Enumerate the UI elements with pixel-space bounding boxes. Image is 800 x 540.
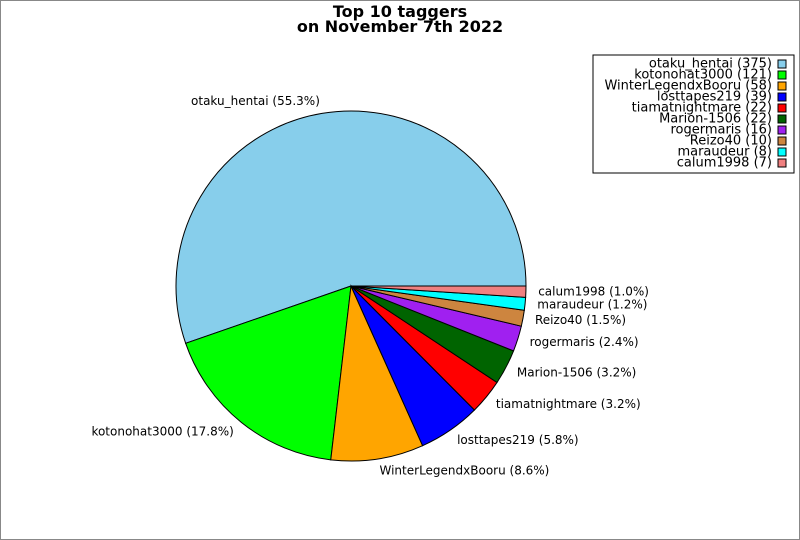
legend-swatch-otaku-hentai: [777, 59, 787, 69]
slice-label-tiamatnightmare: tiamatnightmare (3.2%): [496, 397, 641, 411]
legend-swatch-tiamatnightmare: [777, 103, 787, 113]
legend-swatch-rogermaris: [777, 125, 787, 135]
legend-label-otaku-hentai: otaku_hentai (375): [649, 57, 772, 72]
legend-box: [592, 54, 795, 174]
slice-label-losttapes219: losttapes219 (5.8%): [457, 433, 579, 447]
legend-swatch-maraudeur: [777, 147, 787, 157]
legend-label-losttapes219: losttapes219 (39): [657, 90, 772, 105]
pie-slice-winterlegendxbooru: [330, 284, 424, 462]
legend-swatch-kotonohat3000: [777, 70, 787, 80]
legend: otaku_hentai (375)kotonohat3000 (121)Win…: [592, 54, 795, 174]
chart-title-line-1: Top 10 taggers: [333, 2, 467, 21]
legend-label-maraudeur: maraudeur (8): [677, 145, 772, 160]
pie-slice-kotonohat3000: [185, 285, 352, 461]
pie-slices: [175, 110, 527, 462]
legend-swatch-reizo40: [777, 136, 787, 146]
slice-label-maraudeur: maraudeur (1.2%): [537, 298, 647, 312]
legend-swatch-winterlegendxbooru: [777, 81, 787, 91]
legend-label-tiamatnightmare: tiamatnightmare (22): [632, 101, 772, 116]
legend-label-marion-1506: Marion-1506 (22): [659, 112, 772, 127]
slice-label-reizo40: Reizo40 (1.5%): [535, 313, 626, 327]
legend-swatch-losttapes219: [777, 92, 787, 102]
legend-swatch-marion-1506: [777, 114, 787, 124]
chart-title-line-2: on November 7th 2022: [297, 17, 503, 36]
legend-swatch-calum1998: [777, 158, 787, 168]
pie-slice-labels: otaku_hentai (55.3%) kotonohat3000 (17.8%…: [91, 94, 649, 478]
legend-label-kotonohat3000: kotonohat3000 (121): [634, 68, 772, 83]
legend-label-winterlegendxbooru: WinterLegendxBooru (58): [604, 79, 772, 94]
legend-label-calum1998: calum1998 (7): [677, 156, 772, 171]
slice-label-winterlegendxbooru: WinterLegendxBooru (8.6%): [380, 464, 550, 478]
slice-label-otaku-hentai: otaku_hentai (55.3%): [191, 94, 320, 108]
legend-label-rogermaris: rogermaris (16): [670, 123, 772, 138]
slice-label-calum1998: calum1998 (1.0%): [538, 285, 649, 299]
pie-slice-otaku-hentai: [175, 110, 527, 344]
slice-label-marion-1506: Marion-1506 (3.2%): [517, 365, 636, 379]
legend-label-reizo40: Reizo40 (10): [690, 134, 772, 149]
slice-label-kotonohat3000: kotonohat3000 (17.8%): [91, 425, 233, 439]
slice-label-rogermaris: rogermaris (2.4%): [530, 335, 639, 349]
pie-slice-calum1998: [350, 285, 527, 298]
